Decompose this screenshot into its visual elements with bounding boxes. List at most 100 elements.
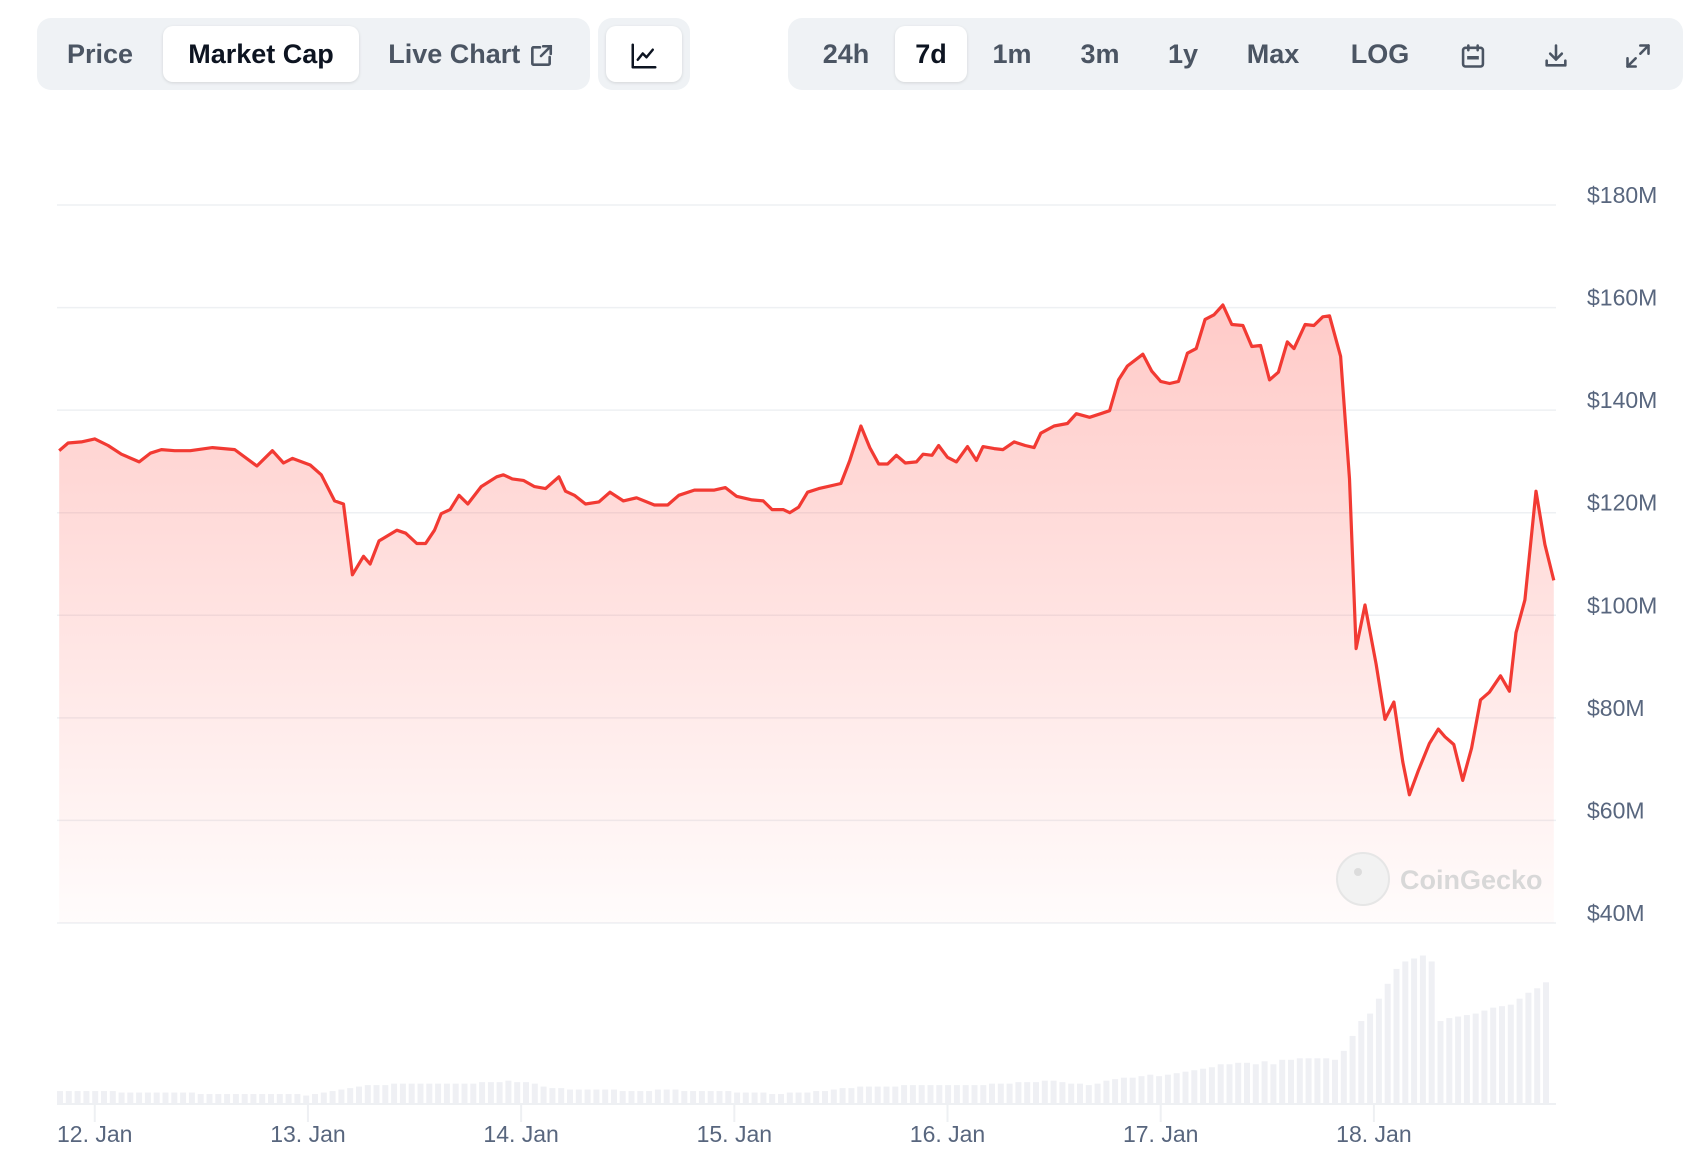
calendar-icon <box>1461 44 1485 68</box>
volume-bar <box>1112 1079 1119 1103</box>
volume-bar <box>1428 961 1435 1103</box>
volume-bar <box>443 1083 450 1103</box>
volume-bar <box>1164 1074 1171 1103</box>
range-24h[interactable]: 24h <box>806 26 886 82</box>
volume-bar <box>1543 982 1549 1103</box>
volume-bar <box>347 1088 354 1103</box>
range-3m[interactable]: 3m <box>1062 26 1138 82</box>
volume-bar <box>364 1085 371 1103</box>
volume-bar <box>584 1089 591 1103</box>
volume-bar <box>188 1092 195 1103</box>
x-tick-label: 18. Jan <box>1336 1121 1411 1147</box>
volume-bar <box>1411 958 1418 1103</box>
y-tick-label: $120M <box>1587 490 1657 516</box>
volume-bar <box>839 1088 846 1103</box>
y-tick-label: $100M <box>1587 592 1657 618</box>
volume-bars <box>57 955 1549 1103</box>
range-7d[interactable]: 7d <box>895 26 967 82</box>
volume-bar <box>593 1089 600 1103</box>
volume-bar <box>690 1091 697 1103</box>
volume-bar <box>215 1094 222 1103</box>
coingecko-logo-icon <box>1336 852 1390 906</box>
volume-bar <box>567 1089 573 1103</box>
volume-bar <box>549 1088 556 1103</box>
log-toggle[interactable]: LOG <box>1330 26 1430 82</box>
y-axis-labels: $180M $160M $140M $120M $100M $80M $60M $40M <box>1587 182 1657 926</box>
volume-bar <box>1244 1062 1250 1103</box>
volume-bar <box>153 1092 160 1103</box>
volume-bar <box>74 1091 81 1103</box>
volume-bar <box>927 1085 934 1103</box>
fullscreen-button[interactable] <box>1608 26 1668 82</box>
volume-bar <box>1085 1085 1092 1103</box>
volume-bar <box>953 1085 960 1103</box>
chart-type-group <box>598 18 690 90</box>
volume-bar <box>127 1092 134 1103</box>
volume-bar <box>883 1086 890 1103</box>
volume-bar <box>672 1089 679 1103</box>
volume-bar <box>865 1086 872 1103</box>
tab-market-cap-label: Market Cap <box>188 39 334 69</box>
volume-bar <box>540 1086 547 1103</box>
volume-bar <box>786 1092 793 1103</box>
range-1y[interactable]: 1y <box>1148 26 1218 82</box>
range-max[interactable]: Max <box>1228 26 1318 82</box>
volume-bar <box>901 1085 908 1103</box>
range-1m[interactable]: 1m <box>976 26 1048 82</box>
volume-bar <box>857 1086 864 1103</box>
volume-bar <box>663 1089 670 1103</box>
volume-bar <box>918 1085 925 1103</box>
volume-bar <box>1041 1080 1048 1103</box>
volume-bar <box>971 1085 978 1103</box>
volume-bar <box>980 1085 987 1103</box>
download-button[interactable] <box>1526 26 1586 82</box>
volume-bar <box>1305 1058 1312 1103</box>
volume-bar <box>1217 1064 1224 1103</box>
volume-bar <box>1534 988 1541 1103</box>
volume-bar <box>356 1086 362 1103</box>
volume-bar <box>487 1082 494 1103</box>
market-cap-line <box>58 303 1556 797</box>
volume-bar <box>1367 1013 1374 1103</box>
volume-bar <box>1182 1071 1189 1103</box>
x-axis: 12. Jan 13. Jan 14. Jan 15. Jan 16. Jan 17. J… <box>57 1103 1556 1147</box>
log-toggle-label: LOG <box>1350 39 1410 69</box>
volume-bar <box>1332 1059 1338 1103</box>
volume-bar <box>1525 992 1532 1103</box>
tab-price[interactable]: Price <box>49 26 151 82</box>
volume-bar <box>848 1088 855 1103</box>
watermark-text: CoinGecko <box>1400 865 1543 895</box>
volume-bar <box>303 1095 310 1103</box>
volume-bar <box>399 1083 406 1103</box>
volume-bar <box>1437 1021 1444 1103</box>
volume-bar <box>1279 1059 1286 1103</box>
volume-bar <box>936 1085 943 1103</box>
tab-live-chart[interactable]: Live Chart <box>371 26 571 82</box>
volume-bar <box>1490 1007 1497 1103</box>
tab-market-cap[interactable]: Market Cap <box>163 26 359 82</box>
volume-bar <box>760 1092 767 1103</box>
volume-bar <box>92 1091 99 1103</box>
volume-bar <box>1015 1082 1022 1103</box>
date-picker-button[interactable] <box>1443 26 1503 82</box>
coingecko-logo-eye <box>1354 868 1362 876</box>
volume-bar <box>1375 998 1382 1103</box>
volume-bar <box>997 1083 1004 1103</box>
chart-type-button[interactable] <box>606 26 682 82</box>
coingecko-watermark: CoinGecko <box>1336 852 1543 906</box>
volume-bar <box>1050 1080 1057 1103</box>
volume-bar <box>1235 1062 1242 1103</box>
volume-bar <box>1200 1068 1207 1103</box>
line-chart-icon <box>631 43 657 69</box>
volume-bar <box>338 1089 345 1103</box>
volume-bar <box>769 1094 776 1103</box>
volume-bar <box>417 1083 424 1103</box>
volume-bar <box>276 1094 283 1103</box>
volume-bar <box>742 1092 749 1103</box>
volume-bar <box>681 1091 688 1103</box>
volume-bar <box>1516 998 1523 1103</box>
volume-bar <box>426 1083 433 1103</box>
volume-bar <box>654 1089 661 1103</box>
expand-icon <box>1626 44 1650 68</box>
